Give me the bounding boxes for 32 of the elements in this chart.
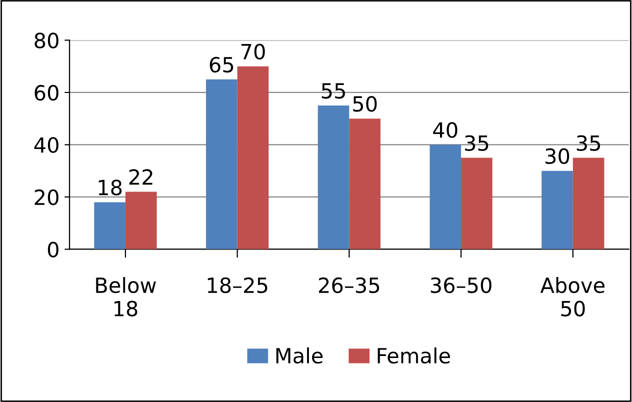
x-tick-label: Above 50	[540, 277, 604, 316]
x-tick-label: Below 18	[96, 277, 156, 316]
legend-label: Male	[276, 347, 323, 364]
bar	[94, 202, 126, 250]
y-tick-label: 20	[34, 189, 58, 206]
x-tick-label: 18–25	[208, 277, 268, 294]
data-label: 30	[546, 148, 570, 164]
data-label: 35	[576, 135, 600, 151]
y-tick-label: 60	[34, 84, 58, 101]
bar	[430, 144, 462, 250]
data-label: 70	[241, 44, 265, 60]
y-tick-label: 40	[34, 137, 58, 153]
data-label: 22	[129, 169, 152, 185]
bar	[318, 106, 350, 250]
data-label: 40	[433, 122, 458, 138]
bar	[206, 79, 238, 250]
bar	[461, 158, 492, 250]
bar	[125, 192, 157, 250]
data-label: 55	[322, 83, 345, 99]
x-tick-label: 36–50	[430, 277, 492, 294]
bar	[349, 118, 380, 250]
data-label: 18	[98, 180, 122, 196]
y-tick-label: 0	[48, 242, 58, 258]
x-tick-label: 26–35	[318, 277, 380, 294]
data-label: 65	[210, 56, 234, 73]
y-tick-label: 80	[34, 32, 58, 48]
bar	[572, 158, 604, 250]
legend-label: Female	[378, 347, 450, 364]
bar	[542, 170, 573, 250]
data-label: 35	[465, 135, 488, 151]
data-label: 50	[353, 96, 377, 112]
bar	[237, 66, 269, 250]
